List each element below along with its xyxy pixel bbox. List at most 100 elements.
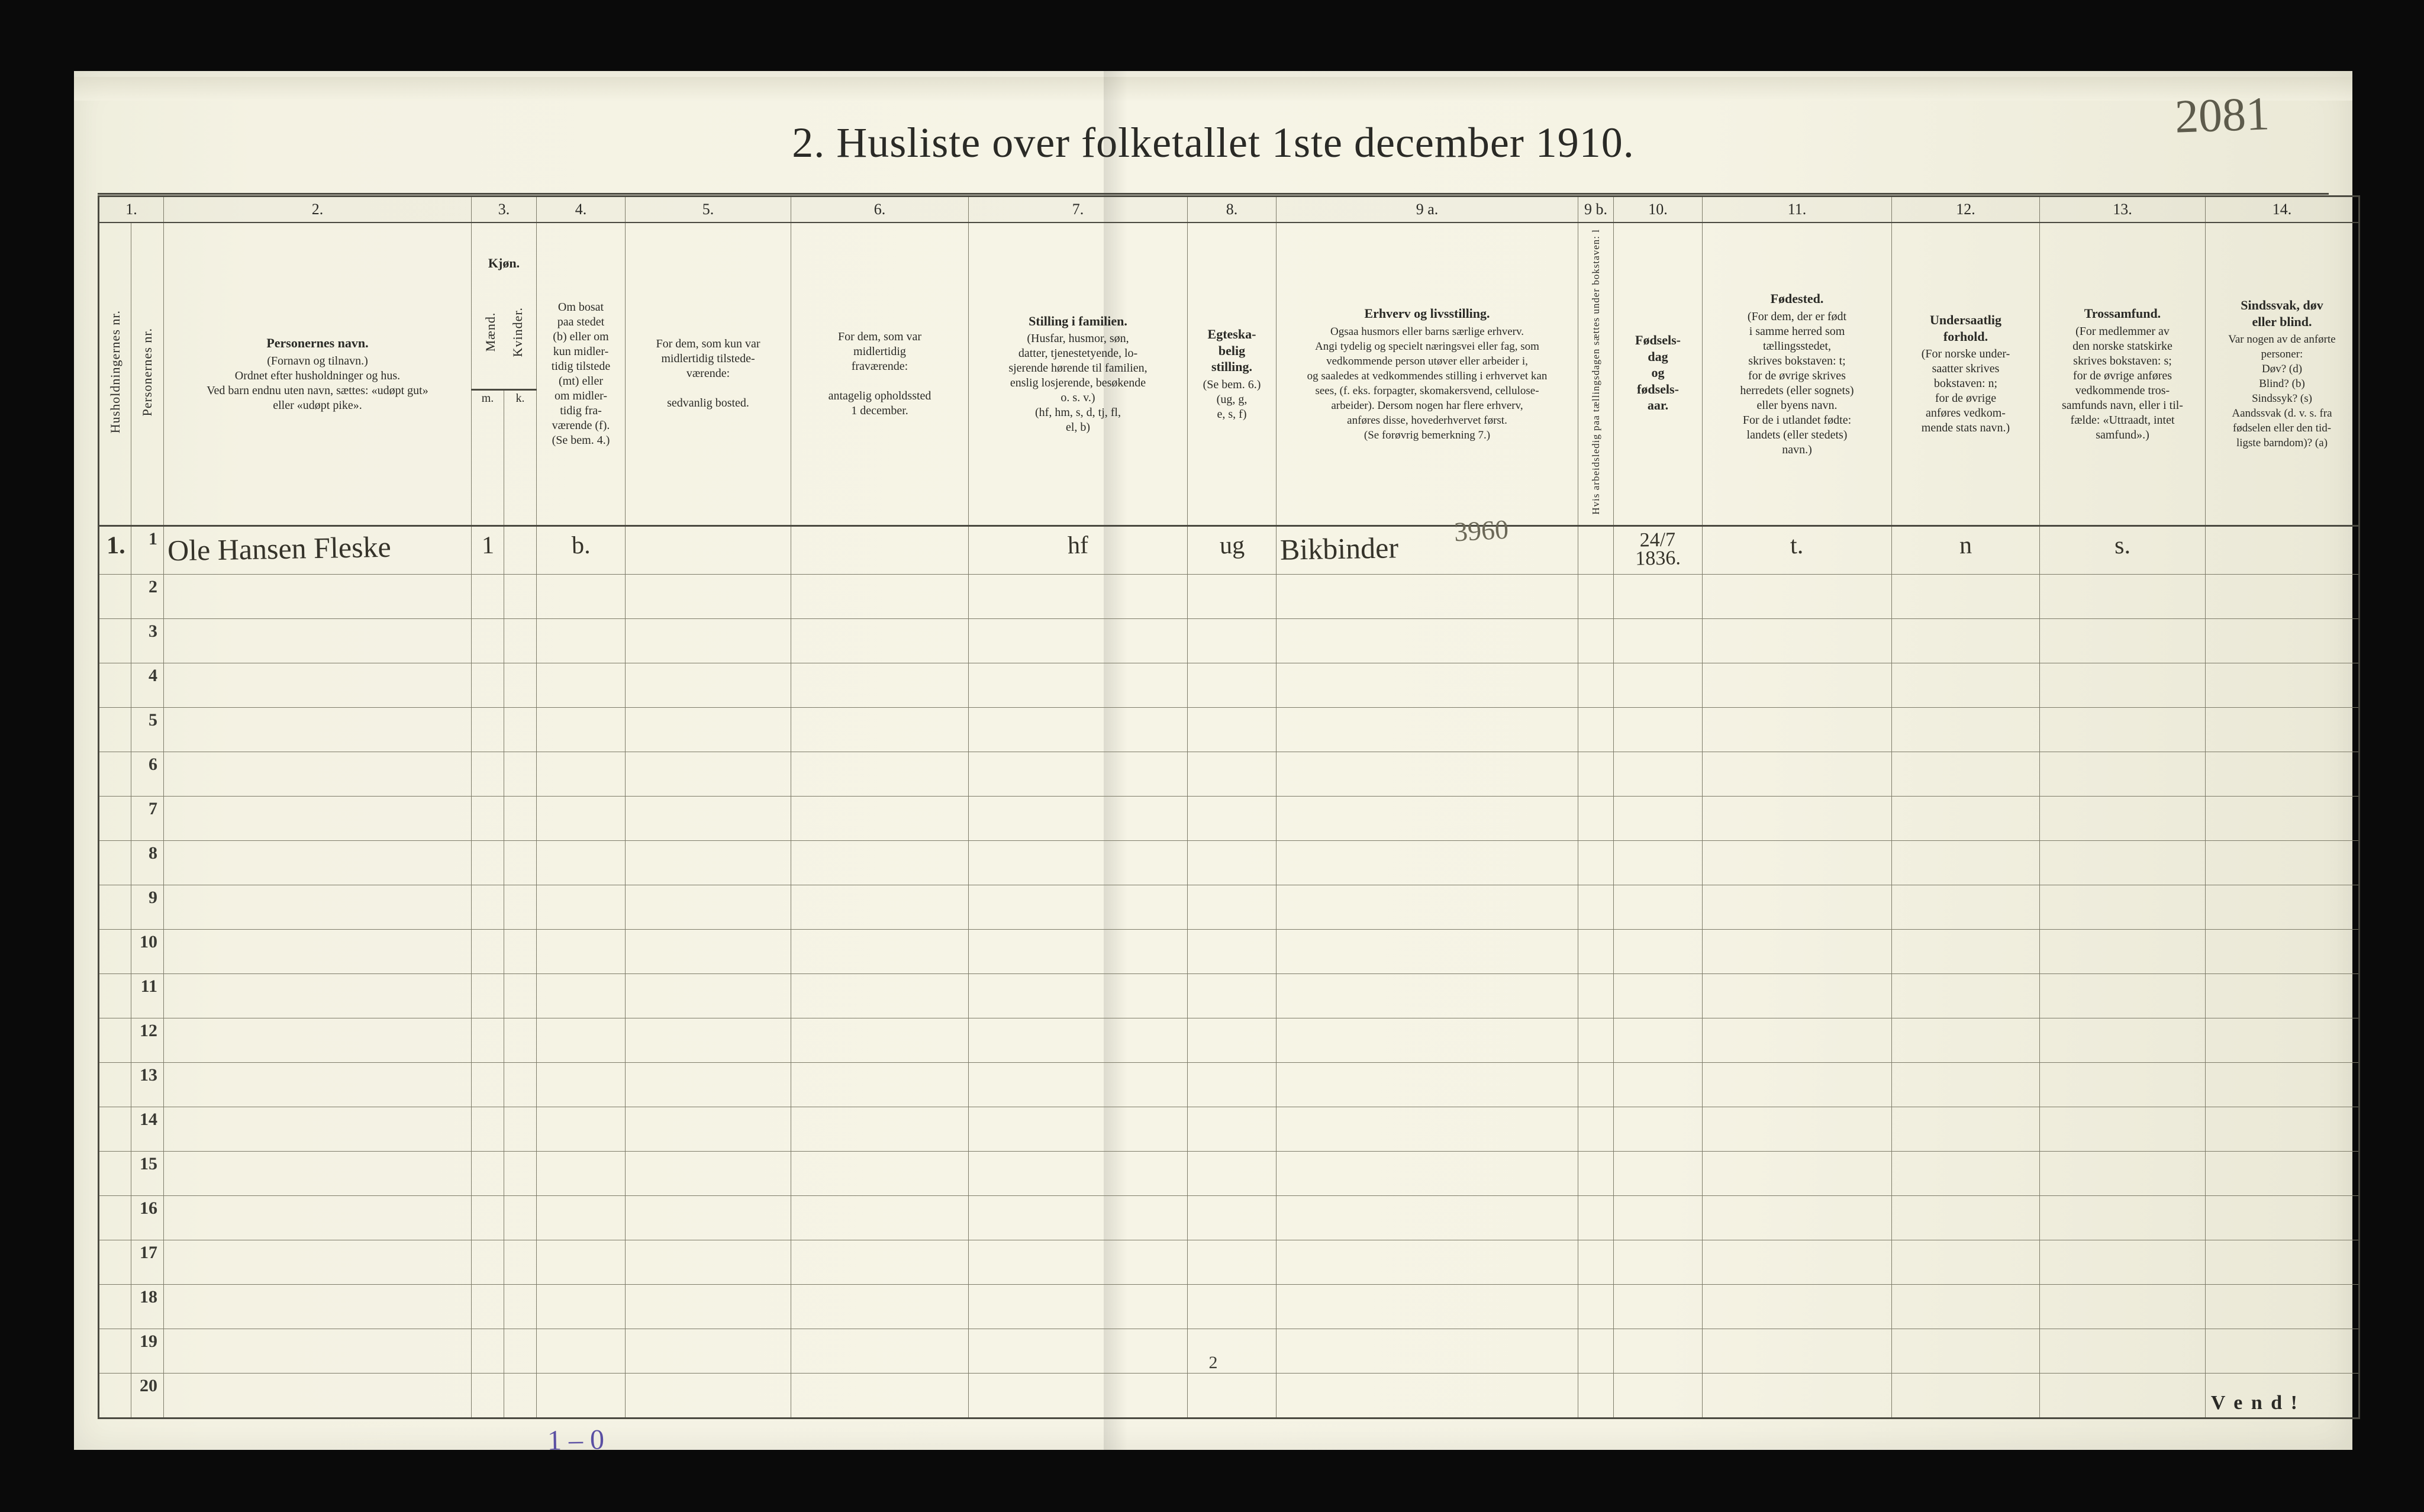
cell <box>537 752 626 796</box>
cell <box>472 574 504 618</box>
cell <box>1614 885 1703 929</box>
cell <box>2040 1107 2206 1151</box>
cell <box>1892 752 2040 796</box>
col2-title: Personernes navn. <box>169 335 466 352</box>
cell <box>99 796 131 840</box>
table-row: 12 <box>99 1018 2359 1062</box>
cell <box>504 752 537 796</box>
cell-pers: 1 <box>131 526 164 574</box>
hnum-9a: 9 a. <box>1277 196 1578 223</box>
cell <box>2040 973 2206 1018</box>
cell <box>164 840 472 885</box>
cell <box>626 1062 791 1107</box>
cell <box>1614 973 1703 1018</box>
cell <box>1703 796 1892 840</box>
cell <box>99 1240 131 1284</box>
col1-pers: Personernes nr. <box>131 223 164 526</box>
cell <box>1277 1373 1578 1418</box>
cell <box>2206 973 2359 1018</box>
cell <box>99 1195 131 1240</box>
cell <box>472 1195 504 1240</box>
cell <box>99 1151 131 1195</box>
col10-head: Fødsels- dag og fødsels- aar. <box>1614 223 1703 526</box>
cell <box>537 618 626 663</box>
col9b-label: Hvis arbeidsledig paa tællingsdagen sætt… <box>1590 229 1602 515</box>
annotation-3960: 3960 <box>1453 513 1510 547</box>
cell <box>1703 1107 1892 1151</box>
cell <box>2040 707 2206 752</box>
table-row: 8 <box>99 840 2359 885</box>
cell <box>2206 574 2359 618</box>
cell <box>626 1284 791 1329</box>
cell <box>2206 752 2359 796</box>
cell <box>969 885 1188 929</box>
cell <box>1277 1018 1578 1062</box>
cell <box>969 973 1188 1018</box>
cell <box>1703 929 1892 973</box>
hnum-13: 13. <box>2040 196 2206 223</box>
cell <box>2206 796 2359 840</box>
cell <box>791 1062 969 1107</box>
cell <box>791 752 969 796</box>
cell <box>1578 1107 1614 1151</box>
cell <box>791 1107 969 1151</box>
cell <box>1277 929 1578 973</box>
cell: 18 <box>131 1284 164 1329</box>
cell <box>1703 707 1892 752</box>
cell <box>504 796 537 840</box>
cell <box>1277 973 1578 1018</box>
cell <box>1578 1240 1614 1284</box>
cell <box>472 752 504 796</box>
cell <box>626 1195 791 1240</box>
cell <box>969 1195 1188 1240</box>
cell <box>1703 574 1892 618</box>
cell <box>969 663 1188 707</box>
hnum-5: 5. <box>626 196 791 223</box>
table-row: 5 <box>99 707 2359 752</box>
cell <box>2206 840 2359 885</box>
cell-egt: ug <box>1188 526 1277 574</box>
table-top-rule <box>98 193 2329 195</box>
cell: 13 <box>131 1062 164 1107</box>
cell <box>99 885 131 929</box>
cell <box>626 1107 791 1151</box>
cell <box>1277 1151 1578 1195</box>
cell <box>791 618 969 663</box>
cell <box>99 618 131 663</box>
cell <box>1578 1151 1614 1195</box>
cell <box>2040 1018 2206 1062</box>
cell <box>472 707 504 752</box>
cell <box>472 929 504 973</box>
col13-head: Trossamfund. (For medlemmer av den norsk… <box>2040 223 2206 526</box>
census-table: 1. 2. 3. 4. 5. 6. 7. 8. 9 a. 9 b. 10. 11… <box>98 195 2360 1419</box>
col11-sub: (For dem, der er født i samme herred som… <box>1740 310 1854 456</box>
cell <box>537 574 626 618</box>
cell <box>1188 1018 1277 1062</box>
cell <box>969 1018 1188 1062</box>
cell <box>969 1373 1188 1418</box>
cell <box>164 1151 472 1195</box>
cell <box>472 1018 504 1062</box>
table-row: 3 <box>99 618 2359 663</box>
cell <box>791 1284 969 1329</box>
col1-pers-label: Personernes nr. <box>139 328 156 416</box>
cell <box>1277 1240 1578 1284</box>
cell <box>1614 1195 1703 1240</box>
cell <box>1277 1062 1578 1107</box>
cell <box>1892 1151 2040 1195</box>
header-labels-row: Husholdningernes nr. Personernes nr. Per… <box>99 223 2359 390</box>
col8-title: Egteska- belig stilling. <box>1192 326 1271 375</box>
cell <box>2040 1284 2206 1329</box>
cell <box>1188 885 1277 929</box>
cell <box>2206 885 2359 929</box>
cell <box>472 1062 504 1107</box>
cell <box>1892 1018 2040 1062</box>
col12-title: Undersaatlig forhold. <box>1897 312 2035 344</box>
cell <box>1703 1151 1892 1195</box>
cell <box>1188 796 1277 840</box>
cell <box>2206 1240 2359 1284</box>
col3-title: Kjøn. <box>476 255 531 272</box>
hnum-2: 2. <box>164 196 472 223</box>
cell <box>504 1107 537 1151</box>
cell <box>164 707 472 752</box>
